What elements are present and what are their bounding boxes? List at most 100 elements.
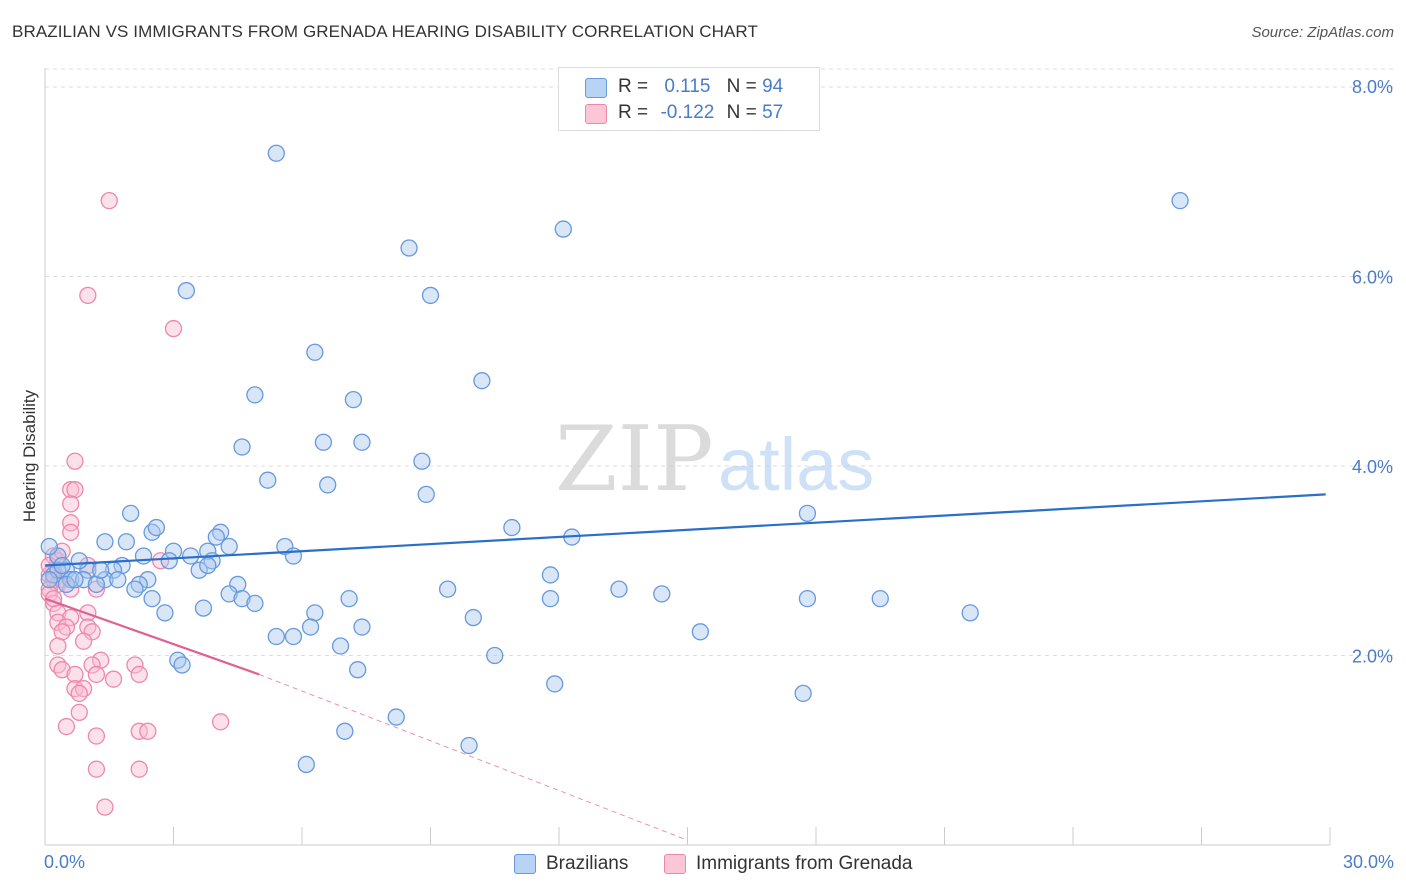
brazilian-point (246, 386, 264, 404)
y-tick-label: 4.0% (1352, 457, 1393, 477)
brazilian-point (438, 580, 457, 598)
brazilian-point (259, 471, 277, 489)
brazilian-point (546, 675, 564, 693)
grenada-point (62, 523, 80, 541)
grenada-point (66, 665, 84, 684)
grenada-point (96, 798, 114, 816)
grenada-point (74, 632, 93, 650)
brazilian-point (691, 623, 709, 641)
grenada-point (87, 665, 106, 684)
brazilian-point (306, 604, 324, 622)
brazilian-point (794, 684, 812, 703)
brazilian-point (276, 537, 294, 556)
brazilian-point (233, 438, 251, 456)
x-tick-label-max: 30.0% (1342, 852, 1394, 872)
source-label: Source: ZipAtlas.com (1251, 24, 1394, 41)
x-tick-label-min: 0.0% (44, 852, 86, 872)
grenada-point (62, 514, 80, 532)
brazilian-point (460, 736, 478, 755)
bottom-legend-swatch-blue (514, 854, 536, 874)
grenada-point (87, 760, 106, 778)
legend-n-value-grenada: 57 (762, 102, 784, 123)
grenada-point (62, 495, 80, 513)
brazilian-point (156, 604, 174, 622)
legend-r-value-brazilians: 0.115 (664, 76, 711, 97)
grenada-points (40, 192, 230, 816)
legend-n-label: N = (726, 102, 757, 123)
grenada-point (79, 286, 97, 305)
brazilian-point (143, 589, 161, 608)
grenada-point (87, 727, 106, 745)
brazilian-point (349, 661, 367, 679)
brazilian-point (246, 594, 264, 613)
brazilian-point (267, 627, 285, 646)
y-tick-label: 2.0% (1352, 646, 1393, 666)
grenada-point (70, 703, 88, 721)
brazilian-point (66, 571, 84, 589)
brazilian-point (139, 571, 157, 589)
brazilian-point (160, 552, 178, 570)
brazilian-point (1171, 192, 1189, 210)
grenada-point (62, 481, 80, 499)
grenada-point (53, 623, 71, 641)
brazilian-point (306, 343, 324, 361)
watermark: ZIP atlas (555, 407, 874, 512)
brazilian-point (40, 537, 58, 556)
brazilian-point (400, 239, 418, 257)
brazilian-point (233, 589, 251, 608)
grenada-point (104, 670, 123, 688)
grenada-point (87, 580, 106, 598)
brazilian-point (413, 452, 431, 470)
brazilian-point (387, 708, 405, 726)
brazilian-point (96, 533, 114, 551)
grenada-point (62, 608, 80, 627)
grenada-point (66, 452, 84, 470)
brazilian-point (122, 504, 140, 523)
y-tick-label: 6.0% (1352, 267, 1393, 287)
bottom-legend-label-grenada: Immigrants from Grenada (696, 853, 913, 874)
brazilian-point (314, 433, 333, 451)
brazilian-point (541, 589, 560, 608)
brazilian-point (96, 571, 114, 589)
brazilian-point (126, 580, 144, 598)
brazilian-point (92, 561, 110, 579)
legend-n-label: N = (726, 76, 757, 97)
grid-layer (45, 68, 1395, 656)
legend-r-value-grenada: -0.122 (660, 102, 715, 123)
brazilian-point (319, 476, 337, 494)
brazilian-point (610, 580, 628, 598)
brazilian-point (798, 589, 817, 608)
brazilian-point (87, 575, 106, 594)
legend-swatch-pink (585, 104, 607, 124)
brazilian-point (340, 589, 358, 608)
brazilian-point (297, 755, 315, 774)
brazilian-point (353, 433, 371, 451)
brazilian-point (503, 518, 521, 537)
brazilian-point (541, 566, 560, 584)
grenada-point (49, 613, 67, 631)
legend-r-label: R = (618, 102, 649, 123)
brazilian-point (117, 533, 136, 551)
brazilian-point (220, 585, 238, 603)
legend-r-label: R = (618, 76, 649, 97)
brazilian-point (284, 627, 303, 646)
brazilian-point (177, 282, 196, 300)
brazilian-point (353, 618, 371, 636)
bottom-legend-swatch-pink (664, 854, 686, 874)
brazilian-point (331, 637, 350, 655)
brazilian-point (199, 556, 217, 575)
brazilian-point (220, 537, 238, 556)
brazilian-point (147, 518, 166, 537)
grenada-trend-line (44, 597, 260, 676)
legend-n-value-brazilians: 94 (762, 76, 784, 97)
brazilian-point (417, 485, 435, 504)
correlation-legend: R = 0.115 N = 94 R = -0.122 N = 57 (558, 67, 820, 131)
brazilian-point (344, 390, 363, 409)
brazilian-point (464, 608, 482, 627)
grenada-point (83, 623, 101, 641)
brazilian-point (194, 599, 213, 617)
brazilian-point (554, 220, 572, 238)
grenada-trend-extension (258, 673, 688, 841)
grenada-point (57, 717, 76, 736)
